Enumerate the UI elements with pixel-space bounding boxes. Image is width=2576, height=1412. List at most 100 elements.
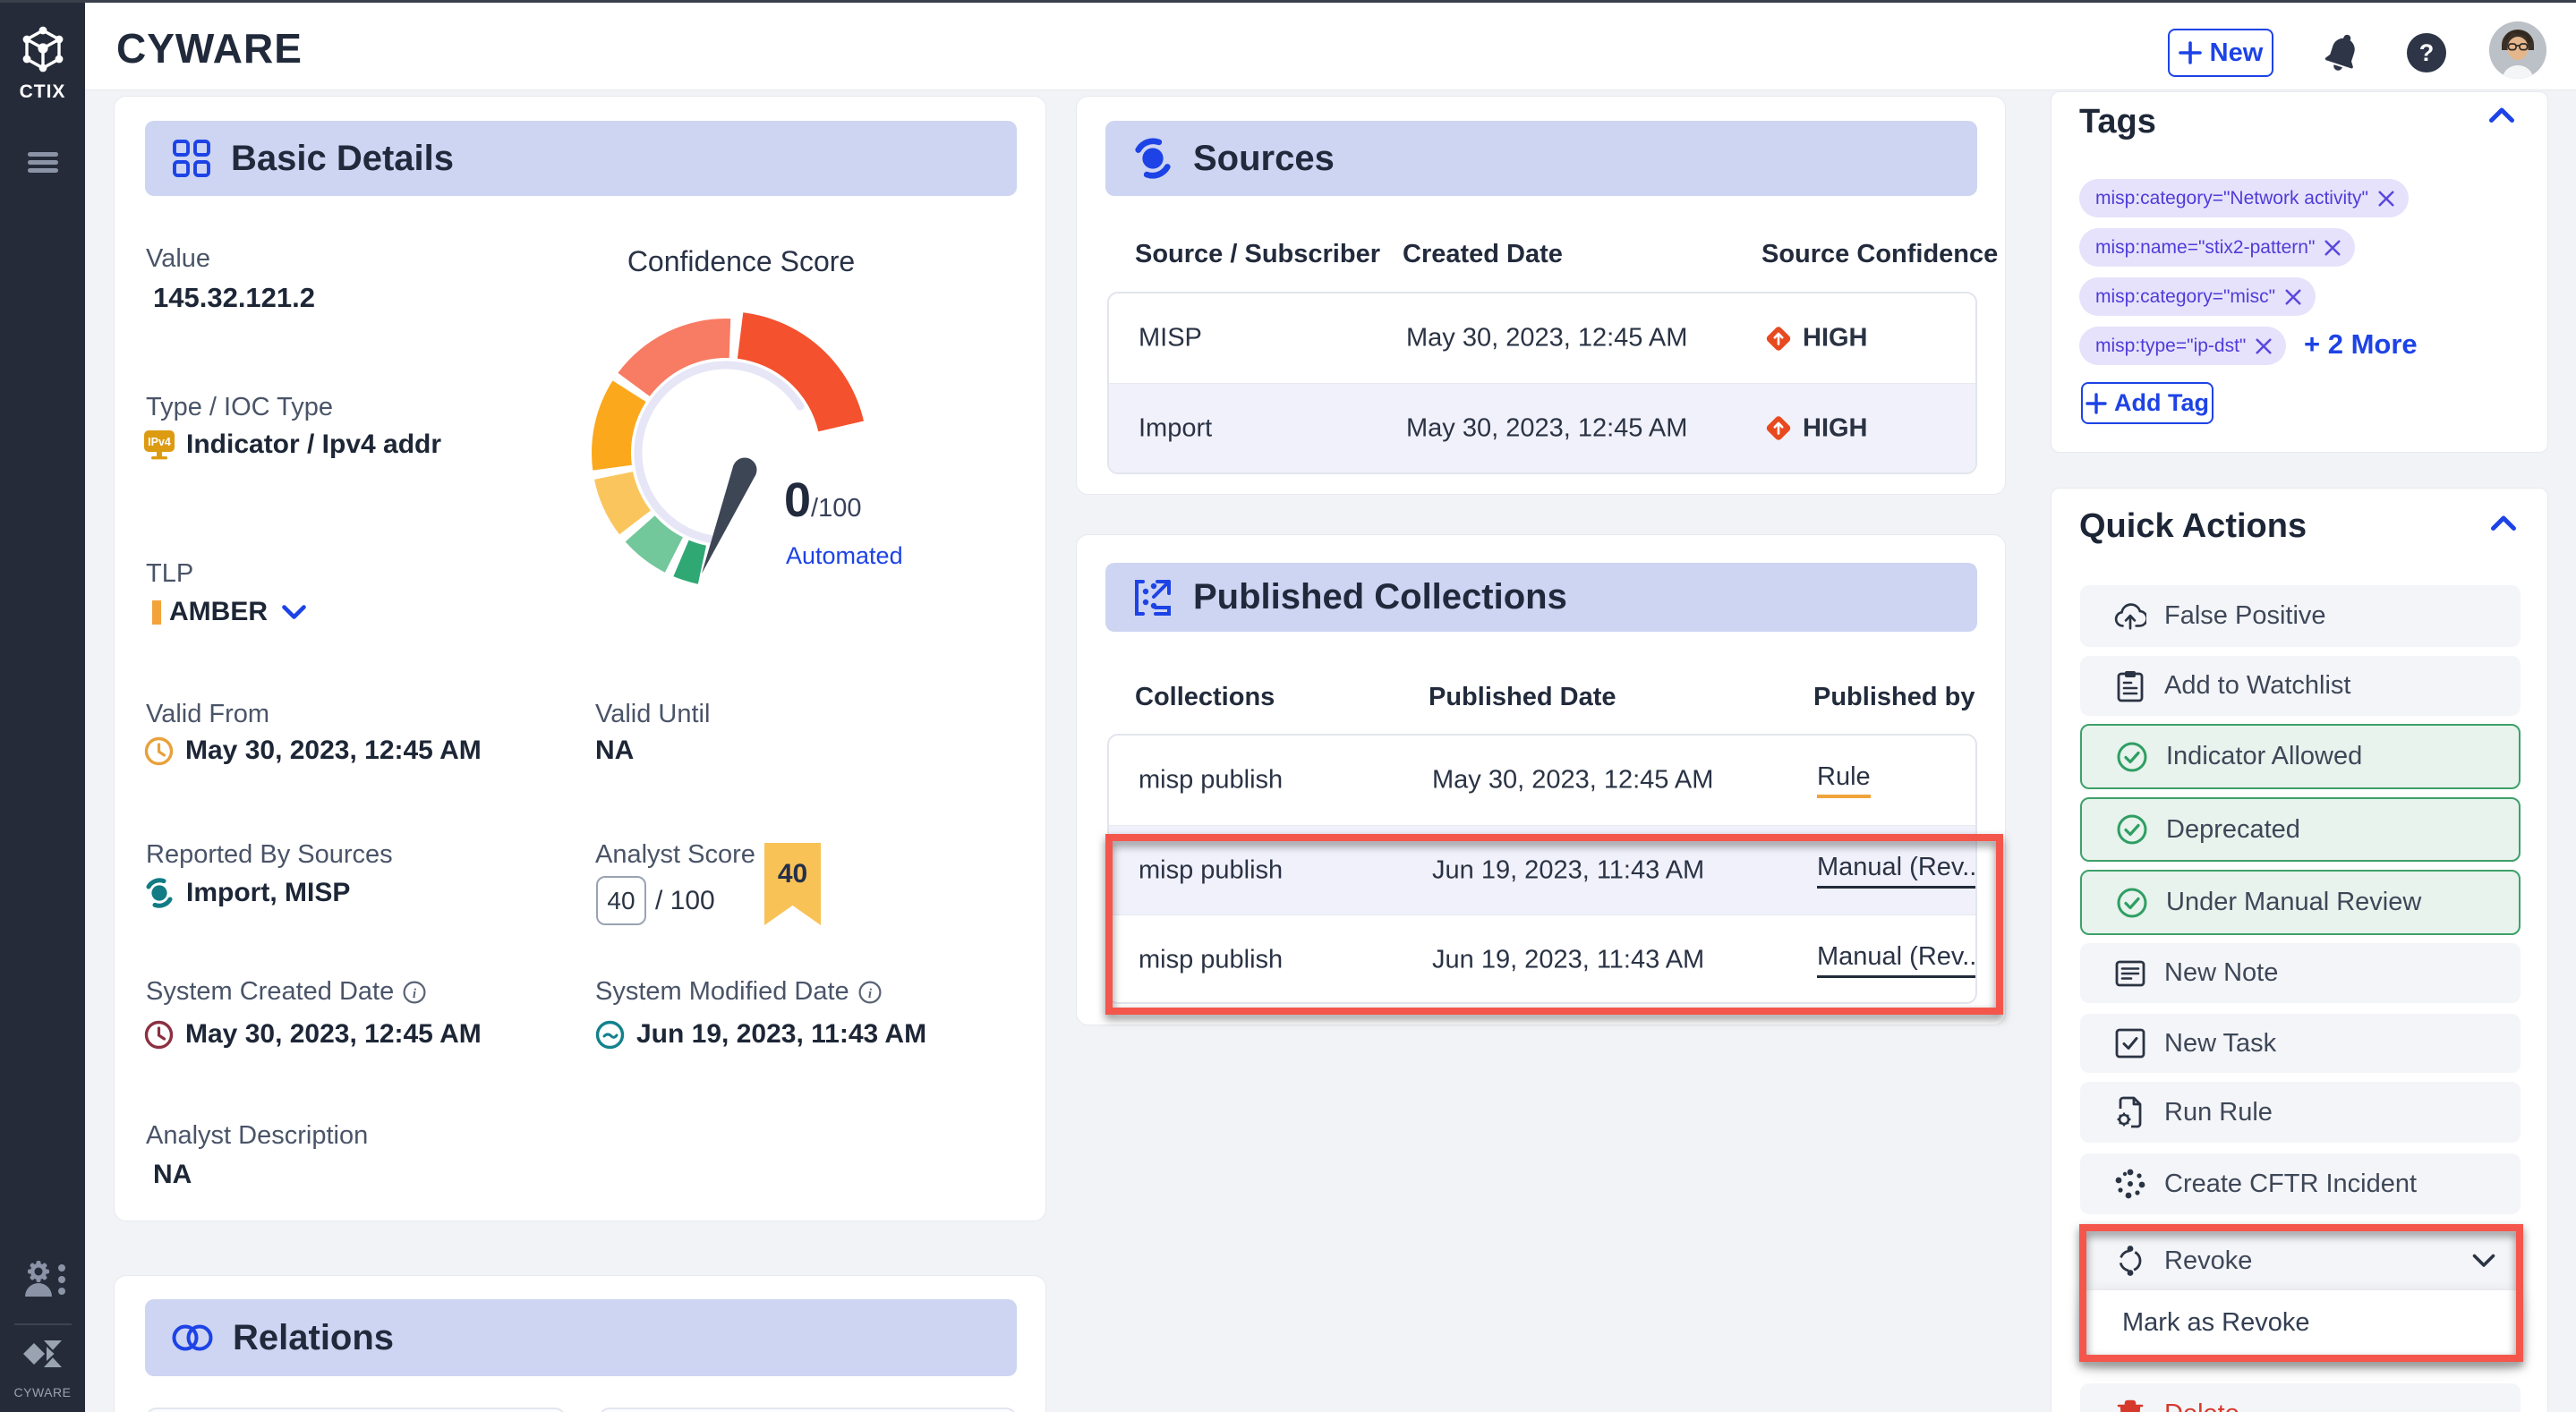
- check-circle-icon: [2116, 741, 2148, 773]
- revoke-icon: [2114, 1245, 2146, 1277]
- quick-actions-card: Quick Actions False Positive Add to Watc…: [2051, 488, 2548, 1412]
- confidence-mode-link[interactable]: Automated: [786, 542, 903, 569]
- basic-details-title: Basic Details: [231, 138, 455, 178]
- value-label: Value: [146, 244, 211, 273]
- tag-chip[interactable]: misp:type="ip-dst": [2079, 327, 2287, 365]
- cyware-cube-logo: [22, 26, 64, 72]
- menu-item-mark-as-revoke[interactable]: Mark as Revoke: [2122, 1307, 2310, 1337]
- published-row[interactable]: misp publish Jun 19, 2023, 11:43 AM Manu…: [1109, 914, 1975, 1002]
- clock-icon-created: [144, 1020, 174, 1049]
- high-confidence-icon: [1766, 326, 1791, 351]
- action-false-positive[interactable]: False Positive: [2080, 585, 2521, 647]
- remove-tag-icon[interactable]: [2377, 190, 2395, 208]
- modified-row: Jun 19, 2023, 11:43 AM: [595, 1019, 926, 1050]
- action-label: Create CFTR Incident: [2164, 1169, 2418, 1198]
- sources-table: MISP May 30, 2023, 12:45 AM HIGH Import …: [1107, 292, 1977, 474]
- ipv4-badge-text: IPv4: [148, 436, 171, 448]
- action-create-cftr-incident[interactable]: Create CFTR Incident: [2080, 1153, 2521, 1214]
- published-row[interactable]: misp publish May 30, 2023, 12:45 AM Rule: [1109, 736, 1975, 825]
- confidence-score-value: 0 /100: [784, 472, 862, 528]
- remove-tag-icon[interactable]: [2284, 288, 2302, 306]
- menu-hamburger-icon[interactable]: [28, 152, 58, 176]
- more-tags-link[interactable]: + 2 More: [2304, 328, 2418, 360]
- published-date: May 30, 2023, 12:45 AM: [1432, 765, 1714, 795]
- admin-user-icon[interactable]: [24, 1261, 67, 1298]
- info-icon[interactable]: i: [403, 981, 426, 1004]
- sources-col-date: Created Date: [1403, 240, 1563, 268]
- type-value: Indicator / Ipv4 addr: [186, 430, 442, 459]
- page-title: CYWARE: [116, 25, 303, 72]
- tlp-value-row[interactable]: AMBER: [152, 597, 306, 627]
- remove-tag-icon[interactable]: [2324, 239, 2341, 257]
- published-collections-card: Published Collections Collections Publis…: [1076, 534, 2006, 1025]
- add-tag-label: Add Tag: [2114, 389, 2209, 416]
- created-value: May 30, 2023, 12:45 AM: [185, 1019, 482, 1049]
- action-indicator-allowed[interactable]: Indicator Allowed: [2080, 724, 2521, 789]
- new-button[interactable]: New: [2168, 29, 2273, 77]
- collection-name: misp publish: [1139, 765, 1284, 795]
- published-by-link[interactable]: Rule: [1817, 762, 1871, 798]
- created-label: System Created Date: [146, 977, 395, 1006]
- help-icon[interactable]: ?: [2407, 33, 2446, 72]
- action-label: Indicator Allowed: [2166, 742, 2363, 770]
- rule-icon: [2114, 1096, 2146, 1128]
- source-name: Import: [1139, 413, 1213, 442]
- avatar-image: [2489, 21, 2546, 79]
- published-by-link[interactable]: Manual (Rev...: [1817, 942, 1975, 978]
- modified-label: System Modified Date: [595, 977, 849, 1006]
- action-label: Under Manual Review: [2166, 888, 2422, 916]
- grid-icon: [173, 140, 210, 177]
- basic-details-header: Basic Details: [145, 121, 1017, 196]
- remove-tag-icon[interactable]: [2255, 337, 2273, 355]
- action-revoke[interactable]: Revoke: [2080, 1231, 2521, 1290]
- created-row: May 30, 2023, 12:45 AM: [144, 1019, 482, 1050]
- sidebar: CTIX CYWARE: [0, 3, 85, 1412]
- add-tag-button[interactable]: Add Tag: [2081, 382, 2213, 424]
- tag-chip[interactable]: misp:category="misc": [2079, 277, 2316, 316]
- action-add-to-watchlist[interactable]: Add to Watchlist: [2080, 656, 2521, 716]
- basic-details-card: Basic Details Value 145.32.121.2 Type / …: [114, 96, 1046, 1221]
- published-by-link[interactable]: Manual (Rev...: [1817, 853, 1975, 889]
- action-run-rule[interactable]: Run Rule: [2080, 1082, 2521, 1143]
- value-text: 145.32.121.2: [153, 282, 316, 313]
- svg-text:i: i: [413, 987, 417, 1001]
- collapse-chevron-up-icon[interactable]: [2489, 106, 2514, 123]
- action-under-manual-review[interactable]: Under Manual Review: [2080, 870, 2521, 935]
- action-new-task[interactable]: New Task: [2080, 1014, 2521, 1073]
- source-date: May 30, 2023, 12:45 AM: [1406, 413, 1688, 442]
- tag-chip-label: misp:category="misc": [2095, 285, 2276, 307]
- relations-box-right: [599, 1408, 1017, 1412]
- chevron-down-icon: [2472, 1254, 2495, 1267]
- watchlist-icon: [2114, 670, 2146, 702]
- top-strip: [0, 0, 2576, 3]
- collection-name: misp publish: [1139, 945, 1284, 974]
- published-date: Jun 19, 2023, 11:43 AM: [1432, 945, 1705, 974]
- action-new-note[interactable]: New Note: [2080, 943, 2521, 1003]
- analyst-score-label: Analyst Score: [595, 840, 755, 869]
- sources-col-source: Source / Subscriber: [1135, 240, 1380, 268]
- source-date: May 30, 2023, 12:45 AM: [1406, 323, 1688, 353]
- help-question-mark: ?: [2418, 38, 2435, 66]
- tag-chip-label: misp:name="stix2-pattern": [2095, 236, 2316, 258]
- action-delete[interactable]: Delete: [2080, 1383, 2521, 1412]
- reported-by-value: Import, MISP: [186, 878, 351, 907]
- sources-row[interactable]: Import May 30, 2023, 12:45 AM HIGH: [1109, 383, 1975, 472]
- user-avatar[interactable]: [2489, 21, 2546, 79]
- confidence-gauge: [592, 312, 864, 584]
- tag-chip[interactable]: misp:name="stix2-pattern": [2079, 228, 2356, 267]
- analyst-score-input[interactable]: 40: [596, 876, 646, 925]
- cyware-x-logo: [23, 1340, 62, 1367]
- chevron-down-icon[interactable]: [282, 604, 306, 620]
- notifications-bell-icon[interactable]: [2322, 31, 2363, 74]
- source-icon: [146, 878, 173, 908]
- published-col-collections: Collections: [1135, 683, 1275, 711]
- sources-header: Sources: [1105, 121, 1977, 196]
- action-label: Run Rule: [2164, 1097, 2273, 1127]
- tag-chip[interactable]: misp:category="Network activity": [2079, 179, 2409, 217]
- published-row[interactable]: misp publish Jun 19, 2023, 11:43 AM Manu…: [1109, 825, 1975, 914]
- collapse-chevron-up-icon[interactable]: [2491, 515, 2516, 531]
- published-date: Jun 19, 2023, 11:43 AM: [1432, 855, 1705, 884]
- info-icon[interactable]: i: [858, 981, 882, 1004]
- action-deprecated[interactable]: Deprecated: [2080, 797, 2521, 862]
- sources-row[interactable]: MISP May 30, 2023, 12:45 AM HIGH: [1109, 293, 1975, 383]
